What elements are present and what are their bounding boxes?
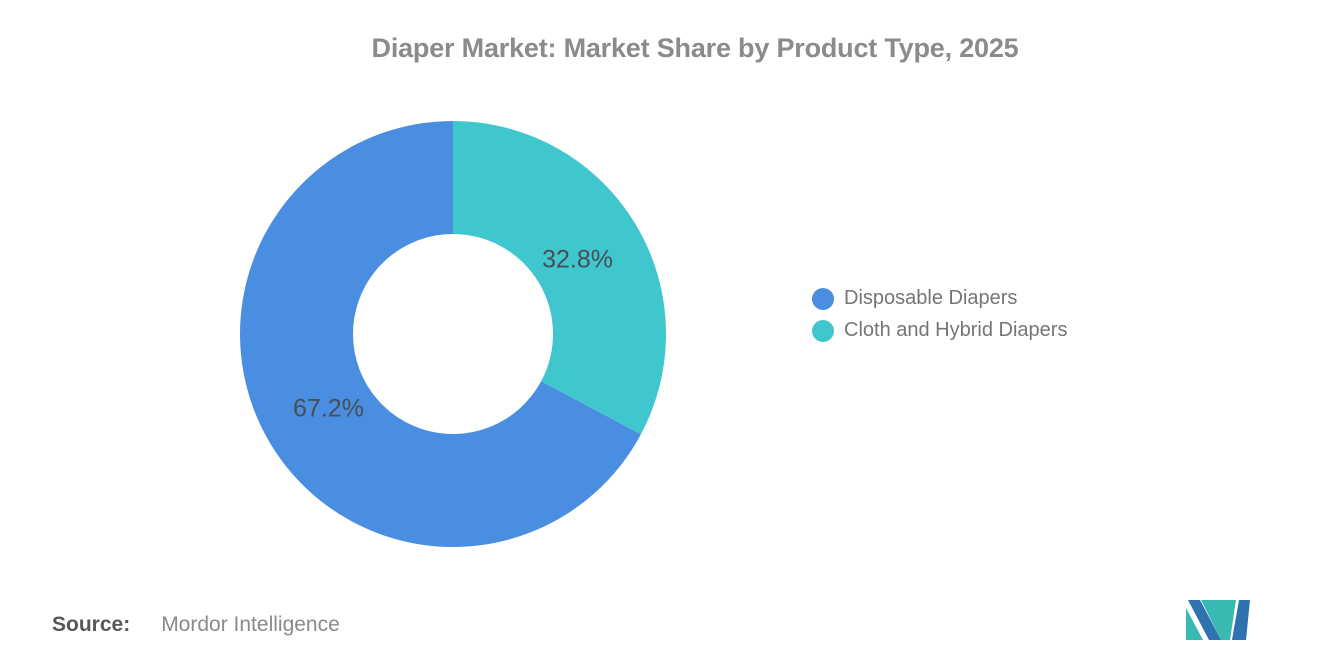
source-value: Mordor Intelligence <box>161 613 340 636</box>
logo-shape-blue-band <box>1188 600 1221 640</box>
donut-segment-disposable-diapers[interactable] <box>240 121 641 547</box>
logo-shape-teal-left <box>1186 608 1203 640</box>
legend-item-disposable-diapers[interactable]: Disposable Diapers <box>812 287 1067 310</box>
source-label: Source: <box>52 613 131 636</box>
donut-chart[interactable]: 67.2% 32.8% <box>238 119 668 549</box>
legend: Disposable Diapers Cloth and Hybrid Diap… <box>812 287 1067 342</box>
legend-item-cloth-and-hybrid-diapers[interactable]: Cloth and Hybrid Diapers <box>812 319 1067 342</box>
legend-swatch-cloth-and-hybrid-diapers <box>812 319 834 342</box>
logo-shape-blue-right <box>1232 600 1250 640</box>
legend-label-disposable-diapers: Disposable Diapers <box>844 287 1018 309</box>
mordor-intelligence-logo <box>1186 600 1250 640</box>
legend-label-cloth-and-hybrid-diapers: Cloth and Hybrid Diapers <box>844 319 1068 341</box>
donut-segment-cloth-and-hybrid-diapers[interactable] <box>453 121 667 435</box>
logo-shape-teal-middle <box>1201 600 1236 640</box>
legend-swatch-disposable-diapers <box>812 287 834 310</box>
slice-label-32.8pct: 32.8% <box>542 245 613 273</box>
chart-title: Diaper Market: Market Share by Product T… <box>371 33 1019 63</box>
source-line: Source: Mordor Intelligence <box>52 613 340 637</box>
slice-label-67.2pct: 67.2% <box>293 395 364 423</box>
